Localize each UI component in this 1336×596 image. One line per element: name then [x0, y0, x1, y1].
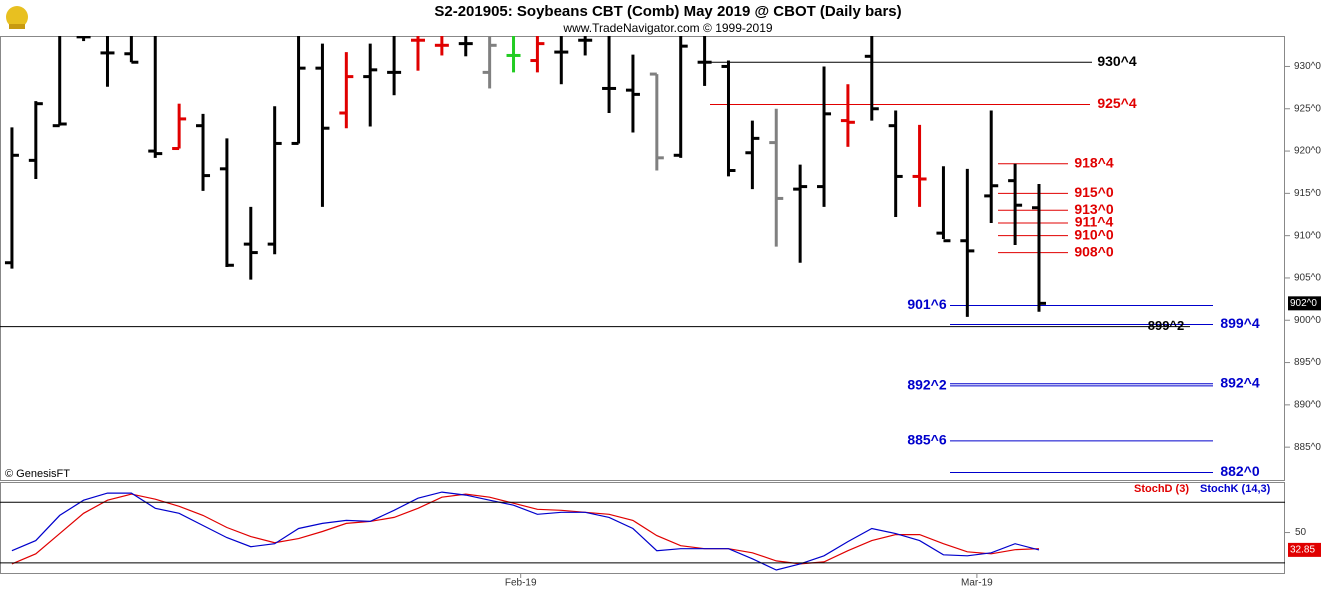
y-tick-label: 905^0 — [1294, 273, 1321, 284]
stoch-panel — [0, 482, 1285, 574]
level-label: 892^4 — [1220, 374, 1260, 390]
legend-label: StochD (3) — [1134, 483, 1189, 495]
level-label: 908^0 — [1074, 243, 1114, 259]
y-tick-label: 915^0 — [1294, 188, 1321, 199]
chart-title: S2-201905: Soybeans CBT (Comb) May 2019 … — [434, 3, 901, 20]
y-tick-label: 910^0 — [1294, 230, 1321, 241]
subtitle: www.TradeNavigator.com © 1999-2019 — [562, 21, 772, 35]
level-label: 901^6 — [907, 296, 947, 312]
level-label: 918^4 — [1074, 154, 1114, 170]
last-value-box — [1288, 542, 1321, 557]
stoch-line — [11, 491, 1040, 571]
x-tick-label: Feb-19 — [505, 578, 537, 589]
legend-label: StochK (14,3) — [1200, 483, 1271, 495]
level-label: 911^4 — [1075, 214, 1114, 230]
last-value-label: 32.85 — [1290, 545, 1315, 556]
level-label: 882^0 — [1220, 463, 1260, 479]
stoch-line — [11, 493, 1040, 565]
level-label: 915^0 — [1074, 184, 1114, 200]
x-tick-label: Mar-19 — [961, 578, 993, 589]
level-label: 913^0 — [1074, 201, 1114, 217]
y-tick-label: 890^0 — [1294, 399, 1321, 410]
y-tick-label: 885^0 — [1294, 442, 1321, 453]
y-tick-label: 900^0 — [1294, 315, 1321, 326]
last-price-box — [1288, 296, 1321, 311]
y-tick-label: 930^0 — [1294, 61, 1321, 72]
credit: © GenesisFT — [5, 468, 70, 480]
y-tick-label: 50 — [1295, 527, 1307, 538]
price-panel — [0, 36, 1285, 481]
y-tick-label: 895^0 — [1294, 357, 1321, 368]
level-label: 899^2 — [1148, 318, 1185, 333]
y-tick-label: 920^0 — [1294, 146, 1321, 157]
level-label: 925^4 — [1097, 95, 1137, 111]
level-label: 930^4 — [1097, 53, 1137, 69]
level-label: 910^0 — [1074, 226, 1114, 242]
y-tick-label: 925^0 — [1294, 103, 1321, 114]
level-label: 892^2 — [907, 377, 947, 393]
level-label: 899^4 — [1220, 315, 1260, 331]
level-label: 885^6 — [907, 432, 947, 448]
last-price-label: 902^0 — [1290, 298, 1317, 309]
logo — [6, 6, 28, 29]
